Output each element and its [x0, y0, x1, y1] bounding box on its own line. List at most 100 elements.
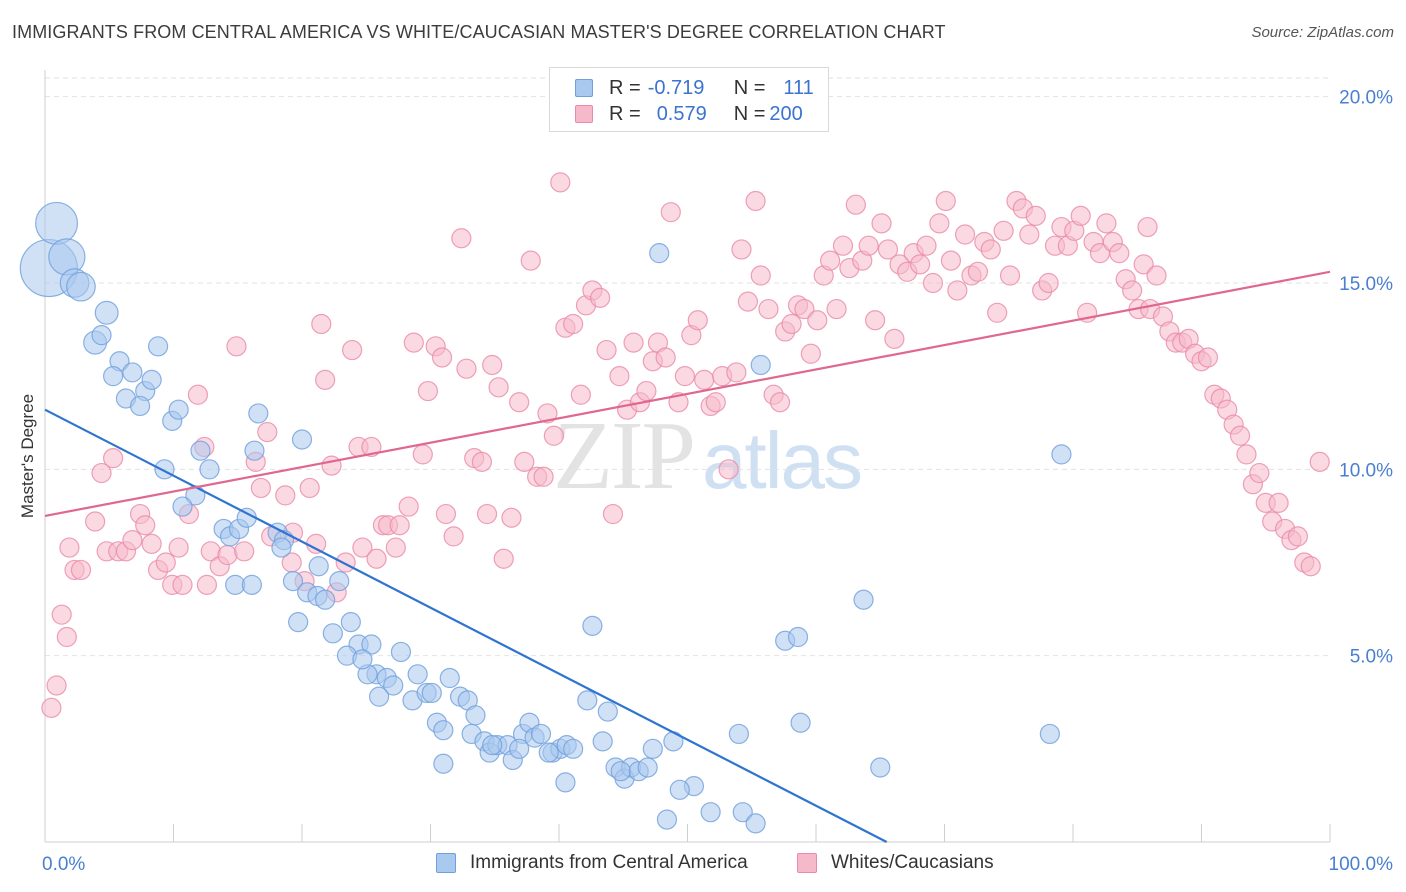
point-central-america-92: [745, 813, 766, 834]
point-central-america-13: [141, 369, 162, 390]
point-white-105: [718, 459, 739, 480]
y-tick-label-0: 5.0%: [1350, 647, 1393, 668]
point-central-america-42: [322, 623, 343, 644]
point-white-43: [321, 455, 342, 476]
point-central-america-47: [361, 634, 382, 655]
point-white-15: [135, 515, 156, 536]
point-white-119: [807, 310, 828, 331]
point-central-america-93: [728, 723, 750, 745]
point-white-40: [306, 533, 327, 554]
point-white-33: [257, 421, 278, 443]
point-white-56: [403, 332, 424, 353]
point-white-92: [636, 380, 657, 402]
series-legend-pink: Whites/Caucasians: [797, 852, 994, 874]
point-central-america-82: [637, 757, 658, 778]
point-central-america-20: [199, 459, 220, 480]
series-swatch-pink: [797, 853, 817, 873]
point-white-3: [56, 626, 77, 648]
watermark-zip: ZIP: [553, 402, 696, 510]
point-white-96: [660, 202, 681, 223]
point-white-54: [389, 515, 410, 536]
point-white-86: [596, 339, 617, 361]
point-white-77: [537, 403, 558, 424]
x-tick-label-1: 100.0%: [1329, 854, 1394, 875]
point-white-73: [514, 451, 535, 472]
point-central-america-7: [91, 325, 112, 346]
y-tick-label-1: 10.0%: [1339, 460, 1393, 481]
point-central-america-57: [433, 720, 454, 741]
point-white-146: [980, 239, 1001, 260]
point-central-america-51: [369, 686, 390, 707]
point-white-7: [85, 511, 106, 532]
legend-row-pink: R = 0.579 N = 200: [550, 102, 803, 126]
point-white-137: [922, 272, 944, 294]
point-central-america-18: [190, 440, 211, 461]
point-white-166: [1109, 243, 1130, 264]
legend-row-blue: R = -0.719 N = 111: [550, 76, 814, 100]
point-white-35: [275, 485, 296, 506]
point-white-148: [993, 220, 1014, 241]
point-central-america-94: [750, 354, 771, 376]
point-white-68: [482, 354, 503, 376]
point-white-108: [737, 291, 758, 312]
point-white-164: [1096, 213, 1117, 234]
point-white-191: [1268, 492, 1289, 513]
trendline-central-america: [44, 408, 888, 843]
watermark: ZIP atlas: [553, 400, 863, 512]
point-central-america-9: [103, 366, 124, 387]
point-white-127: [858, 235, 879, 256]
point-white-122: [826, 298, 847, 320]
point-central-america-110: [352, 649, 373, 670]
legend-n-value-blue: 111: [783, 76, 814, 99]
point-central-america-60: [465, 705, 486, 726]
point-central-america-88: [669, 779, 690, 800]
point-white-1: [46, 675, 67, 696]
point-white-74: [520, 250, 541, 271]
point-central-america-75: [577, 690, 598, 711]
point-white-60: [431, 347, 453, 368]
point-central-america-28: [244, 440, 265, 461]
point-white-87: [602, 503, 624, 525]
point-central-america-103: [1039, 723, 1060, 745]
point-central-america-35: [282, 571, 304, 592]
point-white-185: [1229, 425, 1251, 446]
point-central-america-84: [555, 772, 576, 793]
point-central-america-32: [271, 537, 292, 558]
point-white-125: [845, 194, 866, 215]
point-white-188: [1249, 462, 1270, 484]
point-white-62: [443, 526, 464, 547]
point-central-america-34: [241, 574, 262, 595]
point-white-18: [155, 552, 176, 573]
point-white-28: [217, 544, 238, 566]
point-white-138: [929, 213, 950, 234]
source-label: Source: ZipAtlas.com: [1251, 24, 1394, 41]
point-white-20: [168, 537, 189, 558]
point-central-america-10: [122, 362, 143, 383]
point-white-76: [533, 466, 554, 487]
point-white-141: [947, 280, 968, 301]
point-white-4: [59, 537, 80, 558]
point-white-170: [1133, 254, 1154, 275]
point-white-197: [1309, 451, 1330, 472]
point-central-america-43: [340, 612, 361, 633]
point-white-50: [366, 548, 387, 569]
point-white-21: [172, 574, 193, 595]
point-central-america-15: [129, 395, 151, 417]
legend-r-label-blue: R =: [609, 76, 641, 99]
point-white-41: [311, 313, 332, 335]
point-white-136: [916, 235, 937, 256]
point-white-107: [731, 239, 752, 260]
point-central-america-37: [308, 556, 329, 577]
point-central-america-39: [288, 612, 309, 633]
point-white-131: [884, 328, 905, 349]
point-white-117: [794, 298, 815, 320]
legend-r-value-blue: -0.719: [647, 76, 705, 99]
point-white-135: [909, 254, 931, 275]
point-central-america-105: [610, 761, 631, 782]
point-white-168: [1122, 280, 1143, 301]
point-central-america-55: [439, 667, 460, 689]
point-white-118: [800, 343, 821, 364]
legend-swatch-pink: [575, 105, 593, 123]
point-white-29: [226, 336, 247, 357]
point-white-196: [1300, 556, 1321, 577]
